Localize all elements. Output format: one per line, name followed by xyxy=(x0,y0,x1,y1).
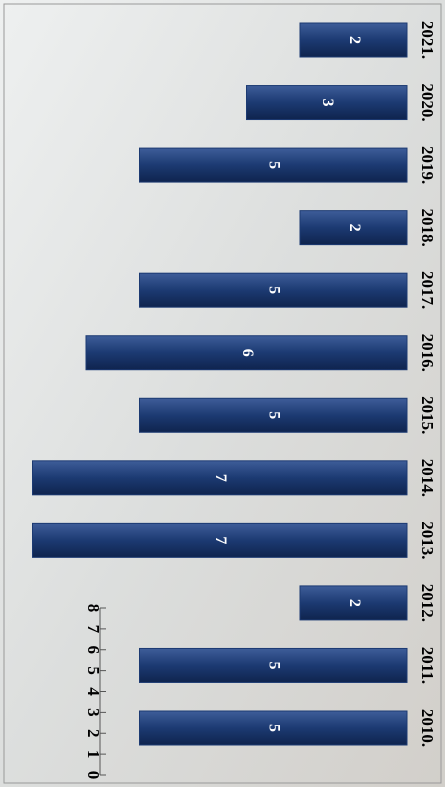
bar xyxy=(139,647,408,683)
value-label: 5 xyxy=(266,161,283,169)
value-label: 5 xyxy=(266,411,283,419)
x-tick-label: 2011. xyxy=(418,647,437,684)
bar xyxy=(139,147,408,183)
y-tick-label: 2 xyxy=(84,729,103,738)
x-tick-label: 2012. xyxy=(418,584,437,622)
bar xyxy=(139,710,408,746)
x-tick-label: 2021. xyxy=(418,21,437,59)
value-label: 6 xyxy=(239,349,256,357)
x-tick-label: 2019. xyxy=(418,146,437,184)
y-tick-label: 5 xyxy=(84,666,103,675)
bar xyxy=(246,85,408,121)
bar xyxy=(299,22,408,58)
x-tick-label: 2015. xyxy=(418,396,437,434)
value-label: 3 xyxy=(319,99,336,107)
frame xyxy=(3,3,442,784)
value-label: 2 xyxy=(346,599,363,607)
y-tick-label: 3 xyxy=(84,708,103,717)
bar xyxy=(139,397,408,433)
x-tick-label: 2013. xyxy=(418,521,437,559)
x-tick-label: 2017. xyxy=(418,271,437,309)
value-label: 5 xyxy=(266,286,283,294)
y-tick-label: 6 xyxy=(84,646,103,655)
bar xyxy=(299,585,408,621)
plot: 0 1 2 3 4 5 6 7 8 5 2010. 5 2011. 2 2012. 7 2013. 7 2014. 5… xyxy=(32,21,437,780)
value-label: 7 xyxy=(212,536,229,544)
value-label: 5 xyxy=(266,724,283,732)
value-label: 2 xyxy=(346,224,363,232)
y-tick-label: 8 xyxy=(84,604,103,613)
x-tick-label: 2014. xyxy=(418,459,437,497)
x-tick-label: 2018. xyxy=(418,209,437,247)
bar xyxy=(32,460,408,496)
x-tick-label: 2016. xyxy=(418,334,437,372)
y-tick-label: 7 xyxy=(84,625,103,634)
y-tick-label: 4 xyxy=(84,687,103,696)
bar xyxy=(299,210,408,246)
bar xyxy=(85,335,408,371)
x-tick-label: 2010. xyxy=(418,709,437,747)
y-tick-label: 0 xyxy=(84,771,103,780)
bar xyxy=(32,522,408,558)
value-label: 7 xyxy=(212,474,229,482)
bar xyxy=(139,272,408,308)
value-label: 2 xyxy=(346,36,363,44)
x-tick-label: 2020. xyxy=(418,83,437,121)
value-label: 5 xyxy=(266,661,283,669)
y-tick-label: 1 xyxy=(84,750,103,759)
